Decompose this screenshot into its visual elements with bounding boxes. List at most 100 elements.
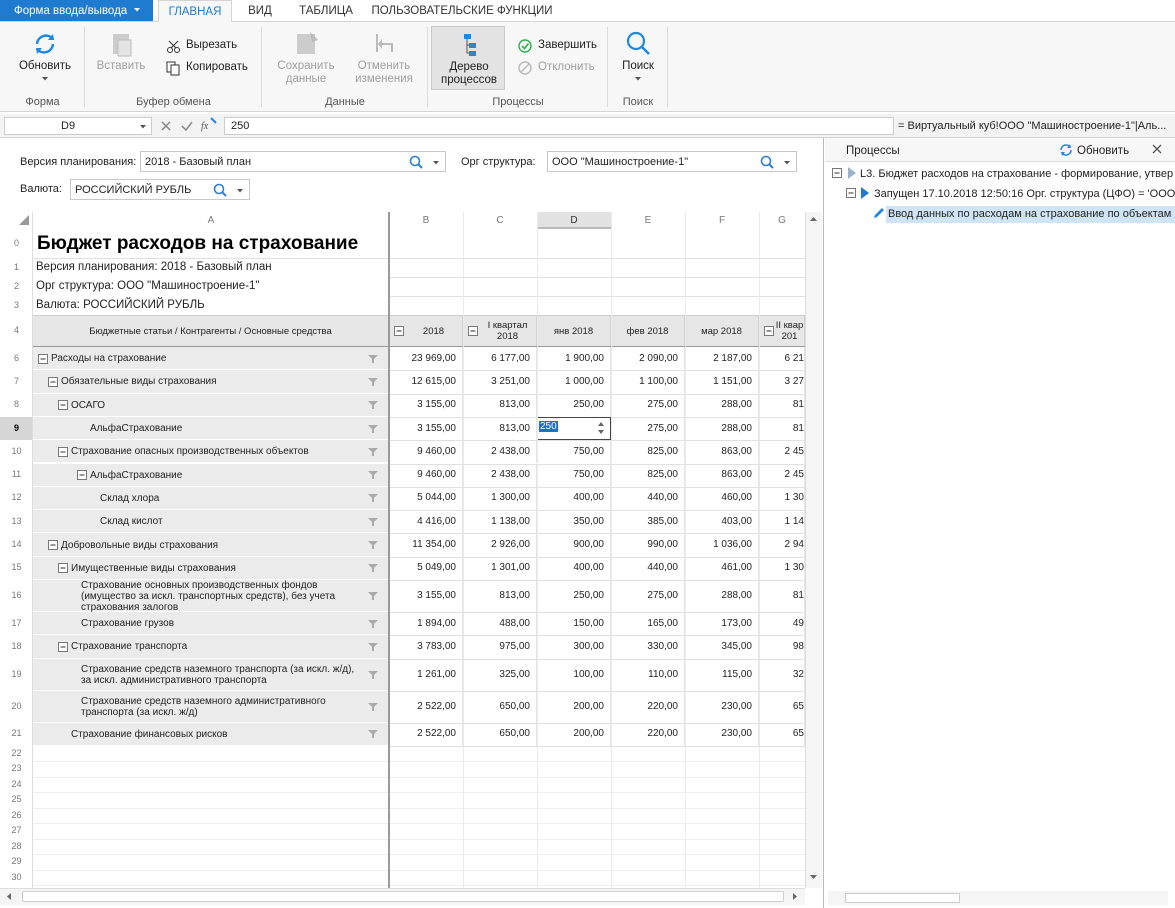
ribbon-tab[interactable]: ВИД bbox=[248, 5, 272, 17]
ribbon-tab[interactable]: ГЛАВНАЯ bbox=[158, 0, 232, 23]
grid-line bbox=[759, 212, 760, 888]
parameter-combo[interactable]: РОССИЙСКИЙ РУБЛЬ bbox=[70, 179, 250, 200]
filter-icon-part bbox=[368, 670, 378, 679]
ribbon-group-label: Данные bbox=[325, 96, 365, 108]
edit-icon-part bbox=[874, 208, 884, 218]
search-icon-part bbox=[760, 155, 772, 167]
name-box[interactable]: D9 bbox=[4, 117, 152, 135]
value-cell: 275,00 bbox=[611, 393, 685, 417]
value-cell: 403,00 bbox=[685, 510, 759, 534]
ribbon-button[interactable]: Вырезать bbox=[166, 38, 256, 54]
tab-bar bbox=[0, 0, 1175, 22]
button-icon-part bbox=[626, 31, 646, 51]
sheet-title: Бюджет расходов на страхование bbox=[37, 233, 359, 254]
grid-line bbox=[389, 690, 805, 692]
cell-editor[interactable]: 250 bbox=[537, 416, 611, 441]
value-cell: 23 969,00 bbox=[389, 347, 463, 371]
value-cell: 1 100,00 bbox=[611, 370, 685, 394]
ribbon-button[interactable]: Вставить bbox=[90, 26, 152, 90]
value-cell: 2 926,00 bbox=[463, 533, 537, 557]
value-cell: 325,00 bbox=[463, 658, 537, 691]
grid-line bbox=[389, 296, 805, 297]
row-label-cell bbox=[33, 722, 389, 746]
grid-line bbox=[389, 580, 805, 581]
value-cell: 1 151,00 bbox=[685, 370, 759, 394]
grid-line bbox=[33, 792, 805, 794]
column-header: G bbox=[778, 215, 786, 226]
filter-icon bbox=[368, 517, 378, 526]
ribbon-button[interactable]: Поиск bbox=[612, 26, 664, 90]
column-header: A bbox=[207, 215, 215, 226]
ribbon-button[interactable]: Завершить bbox=[518, 38, 608, 54]
search-icon-part bbox=[417, 163, 423, 169]
ribbon-button[interactable]: Сохранить данные bbox=[270, 26, 342, 90]
row-number: 2 bbox=[13, 280, 19, 291]
process-node[interactable]: Ввод данных по расходам на страхование п… bbox=[886, 206, 1175, 223]
grid-line bbox=[537, 212, 538, 888]
search-icon-part bbox=[221, 191, 227, 197]
row-label-cell bbox=[33, 416, 389, 441]
value-cell: 5 044,00 bbox=[389, 486, 463, 511]
value-cell: 288,00 bbox=[685, 580, 759, 612]
button-icon bbox=[113, 34, 132, 57]
value-cell: 3 251,00 bbox=[463, 370, 537, 394]
row-label-cell bbox=[33, 463, 389, 487]
parameter-value: 2018 - Базовый план bbox=[145, 156, 252, 168]
value-cell: 230,00 bbox=[685, 722, 759, 746]
ribbon-tab[interactable]: ТАБЛИЦА bbox=[299, 5, 353, 17]
ribbon-button[interactable]: Обновить bbox=[10, 26, 80, 90]
value-cell: 2 94 bbox=[759, 533, 805, 557]
ribbon-button[interactable]: Отменить изменения bbox=[348, 26, 420, 90]
process-node[interactable]: L3. Бюджет расходов на страхование - фор… bbox=[860, 168, 1174, 180]
parameter-label: Версия планирования: bbox=[20, 156, 137, 168]
row-label-cell bbox=[33, 612, 389, 636]
grid-line bbox=[33, 823, 805, 825]
value-cell: 110,00 bbox=[611, 658, 685, 691]
scroll-thumb[interactable] bbox=[22, 891, 784, 902]
panel-title: Процессы bbox=[846, 145, 900, 157]
parameter-combo[interactable]: 2018 - Базовый план bbox=[140, 151, 446, 172]
button-label: Дерево процессов bbox=[440, 61, 497, 86]
panel-hscroll-thumb[interactable] bbox=[845, 893, 960, 903]
value-cell: 1 000,00 bbox=[537, 370, 611, 394]
ribbon-tab[interactable]: ПОЛЬЗОВАТЕЛЬСКИЕ ФУНКЦИИ bbox=[371, 5, 553, 17]
edit-icon bbox=[874, 208, 884, 218]
row-label-cell bbox=[33, 347, 389, 371]
panel-refresh-button[interactable]: Обновить bbox=[1077, 145, 1130, 157]
value-cell: 275,00 bbox=[611, 580, 685, 612]
row-label-cell bbox=[33, 556, 389, 580]
refresh-icon bbox=[1060, 144, 1072, 156]
row-label-cell bbox=[33, 533, 389, 557]
button-icon bbox=[518, 39, 532, 53]
parameter-combo[interactable]: ООО "Машиностроение-1" bbox=[547, 151, 797, 172]
ribbon-button[interactable]: Отклонить bbox=[518, 60, 608, 76]
row-label-cell bbox=[33, 580, 389, 612]
filter-icon-part bbox=[368, 564, 378, 573]
value-cell: 1 301,00 bbox=[463, 556, 537, 580]
row-number: 29 bbox=[11, 856, 22, 867]
process-node[interactable]: Запущен 17.10.2018 12:50:16 Орг. структу… bbox=[874, 188, 1175, 200]
collapse-toggle bbox=[38, 353, 48, 364]
value-cell: 385,00 bbox=[611, 510, 685, 534]
value-cell: 2 522,00 bbox=[389, 690, 463, 723]
button-icon-part bbox=[466, 39, 469, 54]
value-cell: 100,00 bbox=[537, 658, 611, 691]
app-menu-button[interactable]: Форма ввода/вывода bbox=[0, 0, 153, 21]
grid-line bbox=[389, 556, 805, 558]
value-cell: 220,00 bbox=[611, 722, 685, 746]
vertical-scrollbar[interactable] bbox=[805, 212, 822, 888]
ribbon-button[interactable]: Дерево процессов bbox=[431, 26, 505, 90]
value-cell: 275,00 bbox=[611, 416, 685, 441]
filter-icon-part bbox=[368, 471, 378, 480]
grid-line bbox=[389, 510, 805, 512]
grid-line bbox=[389, 722, 805, 724]
formula-input[interactable]: 250 bbox=[224, 117, 894, 135]
filter-icon-part bbox=[368, 354, 378, 363]
row-label-cell bbox=[33, 393, 389, 417]
row-number: 25 bbox=[11, 794, 22, 805]
row-label: Склад хлора bbox=[100, 492, 160, 504]
button-icon-part bbox=[382, 43, 393, 52]
ribbon-button[interactable]: Копировать bbox=[166, 60, 256, 76]
button-icon-part bbox=[469, 51, 476, 56]
dropdown-arrow-part bbox=[635, 77, 641, 81]
